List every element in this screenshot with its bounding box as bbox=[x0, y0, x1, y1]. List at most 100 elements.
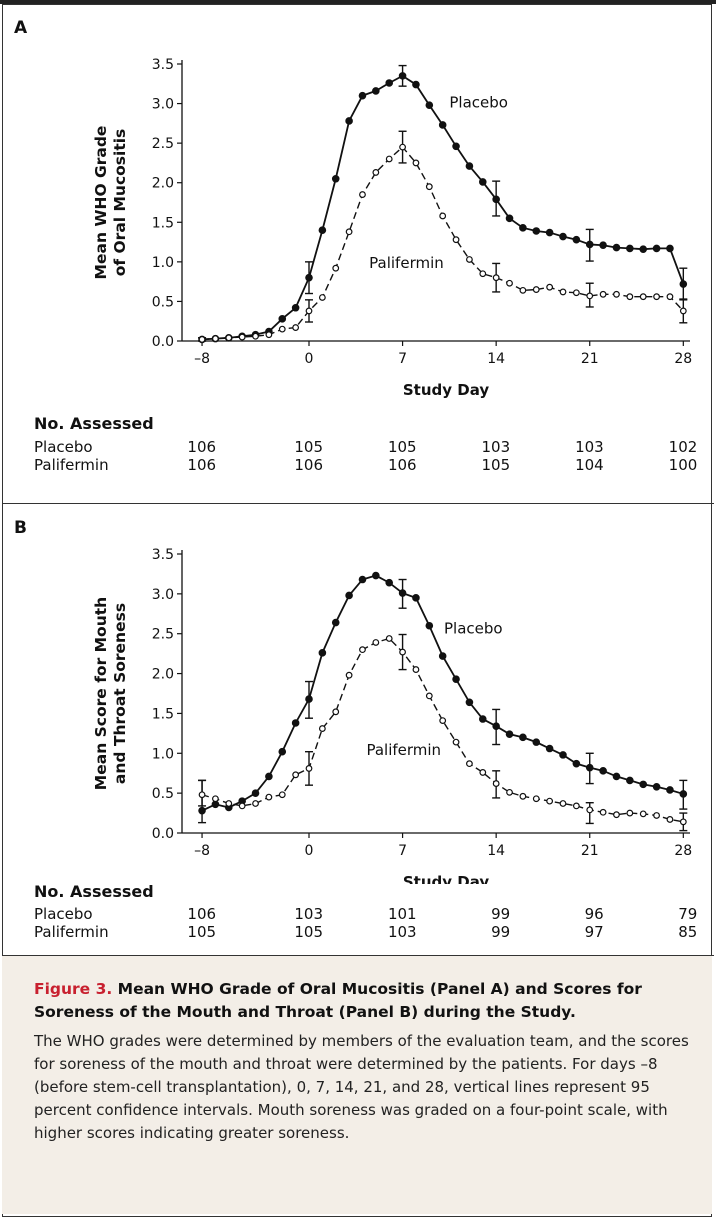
placebo-point bbox=[492, 722, 500, 730]
placebo-point bbox=[291, 303, 300, 312]
palifermin-point bbox=[265, 793, 273, 801]
placebo-point bbox=[385, 79, 394, 87]
palifermin-point bbox=[599, 290, 607, 298]
palifermin-point bbox=[519, 792, 527, 800]
palifermin-point bbox=[399, 143, 406, 151]
placebo-point bbox=[478, 178, 487, 186]
placebo-point bbox=[412, 80, 420, 89]
y-tick-label: 3.5 bbox=[152, 57, 174, 73]
palifermin-point bbox=[425, 692, 433, 700]
assessed-count-palifermin: 100 bbox=[668, 456, 698, 474]
palifermin-point bbox=[198, 336, 206, 343]
palifermin-point bbox=[452, 738, 460, 746]
x-tick-label: 21 bbox=[581, 351, 599, 367]
x-tick-label: 21 bbox=[581, 843, 599, 859]
palifermin-point bbox=[278, 791, 286, 799]
palifermin-point bbox=[599, 808, 607, 816]
palifermin-point bbox=[198, 791, 206, 799]
y-tick-label: 2.0 bbox=[152, 667, 174, 683]
placebo-point bbox=[425, 101, 434, 109]
palifermin-point bbox=[212, 795, 219, 803]
x-axis-label: Study Day bbox=[403, 873, 490, 884]
y-tick-label: 1.5 bbox=[152, 215, 174, 231]
y-tick-label: 3.5 bbox=[152, 547, 174, 563]
assessed-placebo-label: Placebo bbox=[34, 905, 93, 923]
placebo-point bbox=[679, 280, 688, 288]
placebo-point bbox=[612, 243, 621, 252]
palifermin-point bbox=[546, 283, 554, 291]
palifermin-point bbox=[359, 646, 366, 654]
palifermin-point bbox=[586, 292, 594, 300]
placebo-point bbox=[265, 772, 273, 781]
palifermin-point bbox=[212, 335, 219, 343]
palifermin-point bbox=[225, 334, 233, 342]
caption-title: Figure 3. Mean WHO Grade of Oral Mucosit… bbox=[34, 978, 694, 1024]
placebo-point bbox=[452, 142, 460, 151]
palifermin-point bbox=[479, 270, 487, 278]
placebo-point bbox=[385, 578, 394, 587]
palifermin-point bbox=[506, 279, 513, 287]
placebo-point bbox=[452, 675, 460, 683]
palifermin-point bbox=[385, 635, 393, 642]
palifermin-point bbox=[519, 286, 527, 294]
palifermin-point bbox=[412, 159, 420, 167]
placebo-point bbox=[412, 594, 420, 602]
assessed-placebo-label: Placebo bbox=[34, 438, 93, 456]
palifermin-point bbox=[479, 769, 487, 776]
assessed-table-b: No. Assessed bbox=[34, 882, 154, 901]
x-tick-label: 14 bbox=[487, 843, 505, 859]
placebo-point bbox=[505, 214, 514, 223]
palifermin-point bbox=[613, 811, 620, 819]
palifermin-point bbox=[345, 671, 353, 679]
placebo-point bbox=[532, 227, 541, 235]
palifermin-point bbox=[252, 332, 259, 340]
x-tick-label: 7 bbox=[398, 351, 407, 367]
palifermin-point bbox=[532, 286, 540, 293]
palifermin-point bbox=[559, 288, 567, 296]
series-annotation-palifermin: Palifermin bbox=[369, 254, 444, 272]
placebo-point bbox=[318, 226, 327, 235]
caption-title-text: Mean WHO Grade of Oral Mucositis (Panel … bbox=[34, 980, 642, 1021]
placebo-point bbox=[331, 618, 340, 627]
palifermin-point bbox=[653, 293, 660, 301]
palifermin-point bbox=[653, 812, 660, 819]
palifermin-point bbox=[466, 256, 473, 263]
placebo-point bbox=[372, 87, 380, 95]
palifermin-point bbox=[666, 816, 674, 823]
assessed-count-palifermin: 97 bbox=[584, 923, 604, 941]
assessed-count-palifermin: 105 bbox=[481, 456, 511, 474]
placebo-point bbox=[545, 744, 554, 753]
assessed-table-a: No. Assessed bbox=[34, 414, 694, 433]
placebo-point bbox=[492, 195, 500, 204]
palifermin-point bbox=[385, 155, 393, 163]
palifermin-point bbox=[238, 333, 246, 341]
chart-b: 0.0 0.5 1.0 1.5 2.0 2.5 3.0 3.5 –8 0 7 14 21 28 Study … bbox=[92, 547, 692, 884]
palifermin-point bbox=[466, 760, 473, 768]
assessed-count-placebo: 103 bbox=[481, 438, 511, 456]
assessed-count-palifermin: 105 bbox=[187, 923, 217, 941]
palifermin-point bbox=[372, 169, 380, 176]
assessed-palifermin-label: Palifermin bbox=[34, 456, 109, 474]
placebo-point bbox=[559, 232, 567, 241]
palifermin-point bbox=[559, 800, 567, 807]
palifermin-point bbox=[318, 294, 326, 301]
y-axis-label-line1: Mean WHO Grade bbox=[92, 126, 110, 280]
palifermin-point bbox=[679, 818, 687, 826]
placebo-point bbox=[532, 738, 541, 746]
placebo-point bbox=[398, 72, 407, 80]
y-tick-label: 2.0 bbox=[152, 176, 174, 192]
placebo-point bbox=[505, 730, 514, 738]
caption-body: The WHO grades were determined by member… bbox=[34, 1032, 689, 1142]
figure-frame bbox=[2, 4, 712, 1217]
x-tick-label: 0 bbox=[305, 843, 314, 859]
placebo-point bbox=[639, 245, 648, 253]
assessed-title: No. Assessed bbox=[34, 414, 154, 433]
assessed-count-placebo: 105 bbox=[387, 438, 417, 456]
palifermin-point bbox=[292, 324, 300, 331]
palifermin-point bbox=[292, 771, 300, 779]
assessed-count-placebo: 106 bbox=[187, 905, 217, 923]
x-tick-label: 0 bbox=[305, 351, 314, 367]
y-tick-label: 1.0 bbox=[152, 746, 174, 762]
assessed-count-palifermin: 105 bbox=[294, 923, 323, 941]
y-tick-label: 0.0 bbox=[152, 334, 174, 350]
